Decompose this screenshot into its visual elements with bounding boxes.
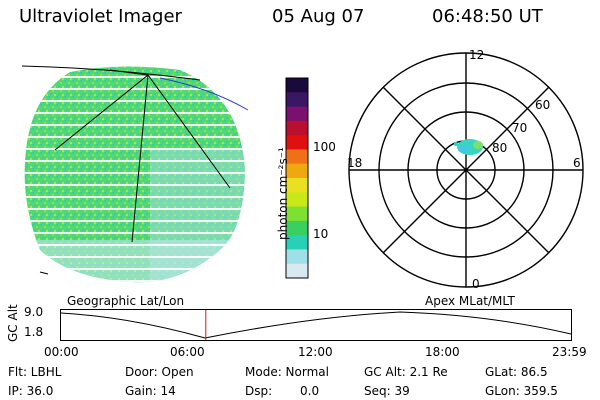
altitude-timeline bbox=[60, 309, 572, 341]
colorbar-segment bbox=[286, 206, 308, 222]
color-bar bbox=[285, 77, 309, 279]
colorbar-segment bbox=[286, 78, 308, 93]
dsp-label: Dsp: bbox=[245, 384, 273, 398]
seq-label: Seq: 39 bbox=[364, 384, 410, 398]
lat-label-60: 60 bbox=[535, 98, 551, 112]
timeline-xtick-4: 23:59 bbox=[552, 345, 587, 359]
dsp-value: 0.0 bbox=[300, 384, 320, 398]
terminator-line bbox=[159, 77, 249, 111]
date-label: 05 Aug 07 bbox=[272, 6, 365, 27]
colorbar-segment bbox=[286, 135, 308, 150]
mlt-label-12: 12 bbox=[469, 48, 485, 62]
timeline-ytick-bottom: 1.8 bbox=[24, 325, 44, 339]
timeline-xtick-3: 18:00 bbox=[425, 345, 460, 359]
geographic-grid-lines bbox=[21, 65, 231, 275]
colorbar-segment bbox=[286, 106, 308, 122]
mlt-label-0: 0 bbox=[472, 277, 480, 291]
polar-plot bbox=[348, 52, 584, 288]
mlt-label-18: 18 bbox=[347, 156, 363, 170]
colorbar-segment bbox=[286, 163, 308, 179]
mode-label: Mode: Normal bbox=[245, 365, 329, 379]
gain-label: Gain: 14 bbox=[125, 384, 176, 398]
timeline-left-title: Geographic Lat/Lon bbox=[67, 294, 185, 308]
earth-disk bbox=[24, 66, 245, 283]
door-label: Door: Open bbox=[125, 365, 194, 379]
colorbar-tick-100: 100 bbox=[313, 140, 336, 154]
auroral-oval bbox=[454, 139, 483, 155]
gc-alt-label: GC Alt: 2.1 Re bbox=[364, 365, 448, 379]
colorbar-tick-10: 10 bbox=[313, 227, 329, 241]
colorbar-segment bbox=[286, 149, 308, 165]
timeline-xtick-2: 12:00 bbox=[298, 345, 333, 359]
instrument-title: Ultraviolet Imager bbox=[19, 6, 182, 27]
colorbar-unit-label: photon cm⁻²s⁻¹ bbox=[276, 147, 290, 240]
timeline-xtick-1: 06:00 bbox=[170, 345, 205, 359]
lat-label-80: 80 bbox=[492, 141, 508, 155]
time-label: 06:48:50 UT bbox=[432, 6, 543, 27]
ip-label: IP: 36.0 bbox=[8, 384, 54, 398]
colorbar-segment bbox=[286, 249, 308, 265]
lat-label-70: 70 bbox=[512, 121, 528, 135]
mlt-label-6: 6 bbox=[573, 156, 581, 170]
colorbar-segment bbox=[286, 120, 308, 136]
colorbar-segment bbox=[286, 220, 308, 236]
colorbar-segment bbox=[286, 192, 308, 208]
timeline-ytick-top: 9.0 bbox=[24, 305, 44, 319]
filter-label: Flt: LBHL bbox=[8, 365, 62, 379]
glon-label: GLon: 359.5 bbox=[485, 384, 558, 398]
timeline-xtick-0: 00:00 bbox=[44, 345, 79, 359]
colorbar-segment bbox=[286, 178, 308, 193]
glat-label: GLat: 86.5 bbox=[485, 365, 548, 379]
colorbar-segment bbox=[286, 92, 308, 108]
colorbar-segment bbox=[286, 235, 308, 250]
timeline-right-title: Apex MLat/MLT bbox=[425, 294, 515, 308]
colorbar-segment bbox=[286, 263, 308, 279]
timeline-ylabel: GC Alt bbox=[6, 304, 20, 342]
